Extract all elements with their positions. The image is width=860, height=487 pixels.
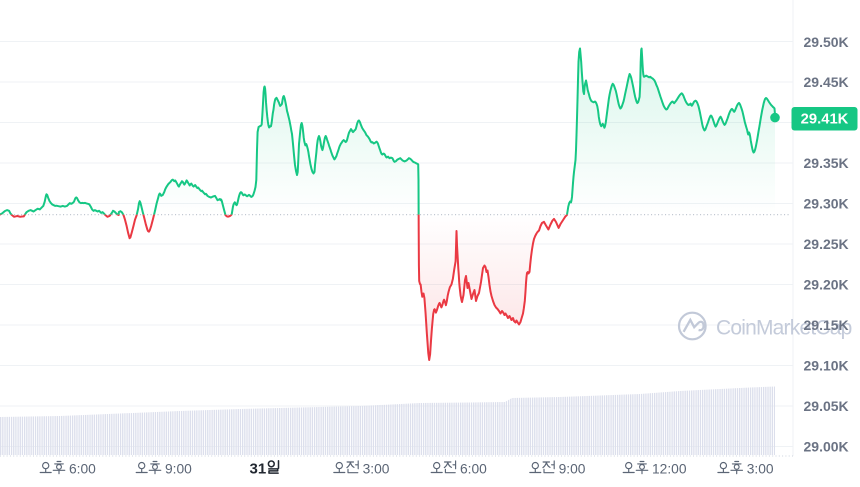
- svg-text:29.30K: 29.30K: [804, 196, 849, 212]
- svg-text:29.05K: 29.05K: [804, 398, 849, 414]
- svg-text:29.45K: 29.45K: [804, 74, 849, 90]
- svg-text:6:00: 6:00: [69, 462, 96, 477]
- svg-text:31: 31: [250, 461, 267, 478]
- svg-text:9:00: 9:00: [559, 462, 586, 477]
- svg-text:CoinMarketCap: CoinMarketCap: [716, 317, 852, 340]
- svg-text:3:00: 3:00: [363, 462, 390, 477]
- svg-text:29.15K: 29.15K: [804, 317, 849, 333]
- svg-text:29.50K: 29.50K: [804, 34, 849, 50]
- svg-text:6:00: 6:00: [460, 462, 487, 477]
- svg-text:3:00: 3:00: [747, 462, 774, 477]
- svg-text:29.00K: 29.00K: [804, 439, 849, 455]
- svg-text:12:00: 12:00: [652, 462, 687, 477]
- svg-text:29.10K: 29.10K: [804, 358, 849, 374]
- svg-text:29.25K: 29.25K: [804, 236, 849, 252]
- svg-text:29.35K: 29.35K: [804, 155, 849, 171]
- svg-text:9:00: 9:00: [165, 462, 192, 477]
- svg-text:29.41K: 29.41K: [801, 112, 849, 128]
- svg-text:29.20K: 29.20K: [804, 277, 849, 293]
